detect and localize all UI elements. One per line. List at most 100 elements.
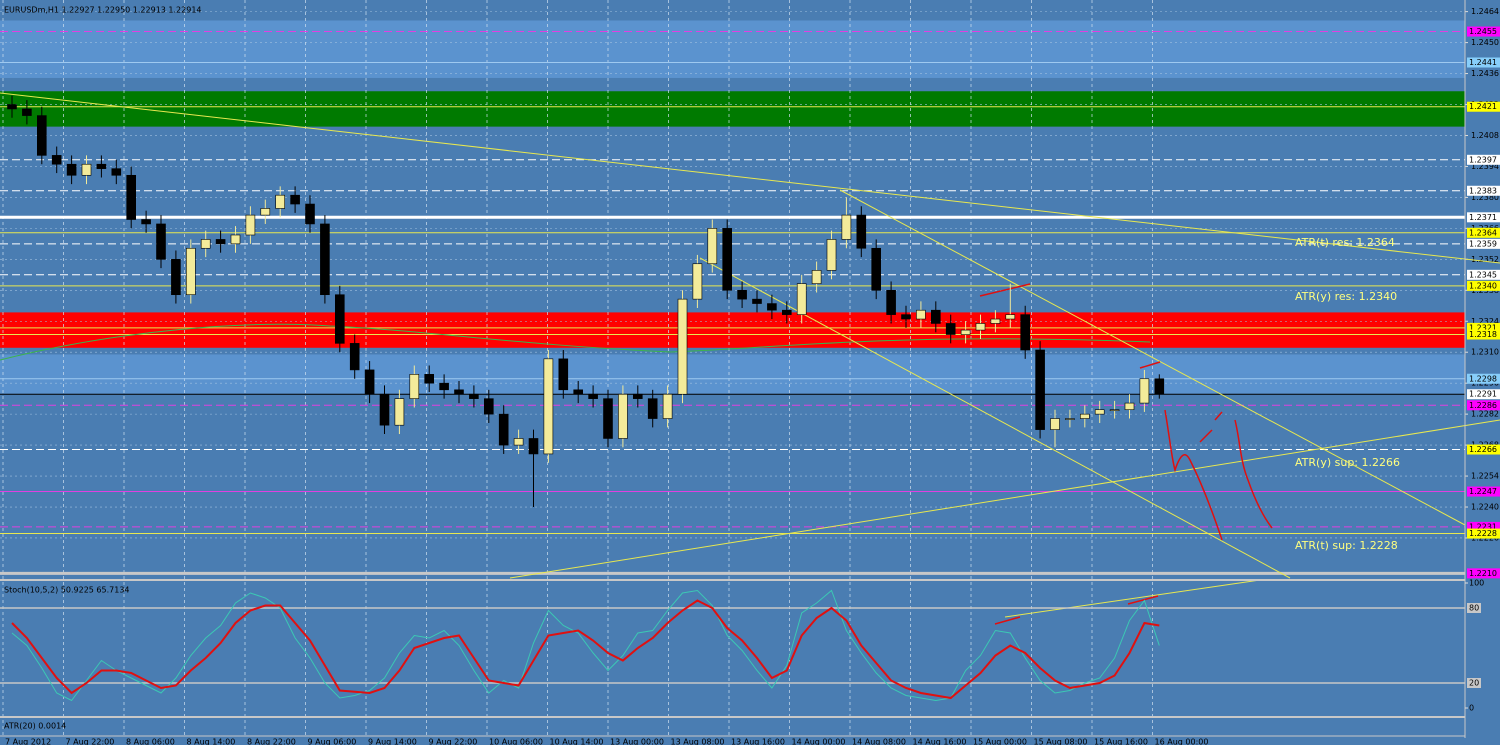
candle-body: [1035, 349, 1045, 430]
candle-body: [1109, 409, 1120, 412]
candle-body: [22, 108, 32, 116]
candle-body: [945, 323, 956, 335]
candle-body: [186, 247, 196, 296]
candle-body: [1094, 409, 1105, 415]
x-tick-label: 9 Aug 22:00: [429, 738, 478, 745]
candle-body: [498, 413, 509, 446]
y-tick-label: 1.2464: [1471, 7, 1499, 16]
candle-body: [126, 174, 136, 220]
candle-body: [260, 208, 271, 216]
candle-body: [1050, 418, 1060, 430]
candle-body: [409, 374, 420, 399]
level-label: 1.2231: [1469, 522, 1497, 531]
zone: [0, 354, 1465, 395]
candle-body: [707, 228, 718, 265]
candle-body: [528, 438, 539, 455]
candle-body: [111, 168, 122, 176]
candle-body: [662, 393, 673, 419]
candle-body: [796, 283, 807, 315]
candle-body: [96, 163, 107, 169]
annotation: ATR(y) res: 1.2340: [1295, 290, 1397, 303]
y-tick-label: 1.2254: [1471, 472, 1499, 481]
x-tick-label: 16 Aug 00:00: [1155, 738, 1209, 745]
candle-body: [781, 309, 792, 315]
candle-body: [305, 203, 315, 225]
level-label: 1.2359: [1469, 239, 1497, 248]
x-tick-label: 15 Aug 16:00: [1094, 738, 1148, 745]
candle-body: [722, 228, 733, 291]
level-label-bg: [1467, 568, 1500, 579]
candle-body: [156, 223, 166, 260]
candle-body: [856, 214, 867, 249]
x-tick-label: 8 Aug 06:00: [126, 738, 175, 745]
level-label-bg: [1467, 154, 1500, 165]
y-tick-label: 100: [1469, 579, 1484, 588]
candle-body: [141, 219, 151, 225]
level-label-bg: [1467, 269, 1500, 280]
level-label: 1.2318: [1469, 330, 1497, 339]
candle-body: [543, 358, 554, 455]
level-label-bg: [1467, 521, 1500, 532]
y-tick-label: 1.2324: [1471, 317, 1499, 326]
trend-line: [0, 92, 1500, 264]
candle-body: [394, 398, 405, 426]
level-label-bg: [1467, 322, 1500, 333]
level-label-bg: [1467, 238, 1500, 249]
candle-body: [1020, 314, 1031, 351]
candle-body: [230, 234, 241, 245]
x-tick-label: 14 Aug 16:00: [913, 738, 967, 745]
level-label: 1.2441: [1469, 58, 1497, 67]
candle-body: [7, 104, 17, 110]
candle-body: [677, 298, 688, 395]
x-tick-label: 8 Aug 14:00: [187, 738, 236, 745]
x-tick-label: 13 Aug 00:00: [610, 738, 664, 745]
candle-body: [930, 309, 941, 324]
level-label: 1.2397: [1469, 155, 1497, 164]
candle-body: [692, 263, 703, 300]
candle-body: [81, 163, 92, 176]
chart-title: EURUSDm,H1 1.22927 1.22950 1.22913 1.229…: [4, 6, 202, 15]
candle-body: [51, 155, 62, 165]
candle-body: [588, 393, 598, 399]
x-tick-label: 15 Aug 00:00: [973, 738, 1027, 745]
x-tick-label: 15 Aug 08:00: [1034, 738, 1088, 745]
x-tick-label: 10 Aug 06:00: [489, 738, 543, 745]
y-tick-label: 1.2408: [1471, 131, 1499, 140]
candle-body: [841, 214, 852, 240]
level-label: 1.2364: [1469, 228, 1497, 237]
level-label: 1.2421: [1469, 102, 1497, 111]
x-tick-label: 14 Aug 00:00: [792, 738, 846, 745]
candle-body: [1154, 378, 1165, 395]
level-label: 1.2298: [1469, 374, 1497, 383]
level-label-bg: [1467, 185, 1500, 196]
candle-body: [603, 398, 613, 439]
candle-body: [767, 303, 777, 311]
y-tick-label: 1.2282: [1471, 410, 1499, 419]
candle-body: [647, 398, 658, 419]
level-label: 1.2345: [1469, 270, 1497, 279]
y-tick-label: 1.2450: [1471, 38, 1499, 47]
candle-body: [975, 323, 986, 331]
trend-line: [1004, 579, 1261, 618]
level-label-bg: [1467, 280, 1500, 291]
y-tick-label: 1.2310: [1471, 348, 1499, 357]
candle-body: [632, 393, 643, 399]
zone: [0, 20, 1465, 78]
candle-body: [454, 389, 464, 395]
candle-body: [320, 223, 330, 296]
candle-body: [379, 393, 390, 426]
candle-body: [424, 374, 435, 384]
level-label-bg: [1467, 26, 1500, 37]
candle-body: [826, 239, 837, 271]
level-label-bg: [1467, 329, 1500, 340]
candle-body: [871, 247, 882, 291]
zone: [0, 91, 1465, 127]
candle-body: [1124, 402, 1135, 411]
y-tick-label: 80: [1469, 604, 1479, 613]
level-label: 1.2455: [1469, 27, 1497, 36]
level-label-bg: [1467, 227, 1500, 238]
y-tick-label: 1.2380: [1471, 193, 1499, 202]
level-label: 1.2371: [1469, 213, 1497, 222]
candle-body: [811, 270, 822, 284]
